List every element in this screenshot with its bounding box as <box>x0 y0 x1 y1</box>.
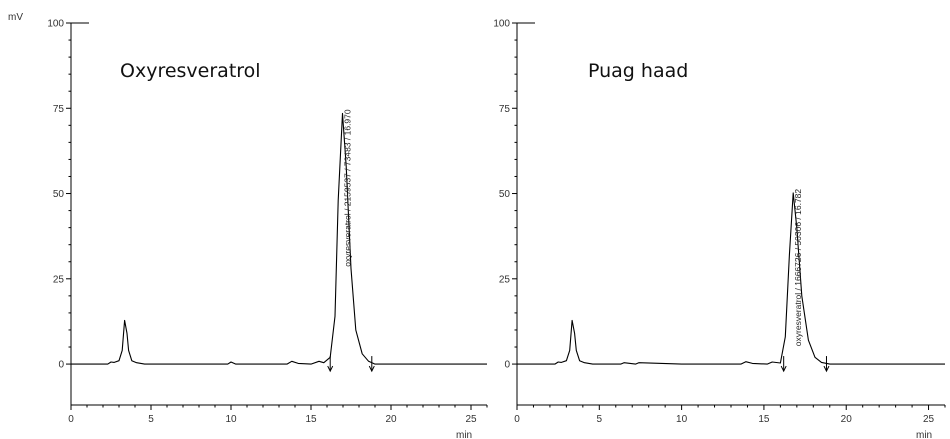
chromatogram-panel-puag-haad: 0 25 50 75 100 0 5 10 15 20 25 min Puag haad oxyresve… <box>493 19 946 439</box>
x-tick-label: 10 <box>676 414 688 425</box>
x-tick-label: 25 <box>465 414 477 425</box>
panel-title: Oxyresveratrol <box>120 60 261 82</box>
integration-marker-arrowhead <box>780 365 787 373</box>
y-tick-label: 50 <box>53 189 65 200</box>
chromatogram-trace <box>517 192 945 365</box>
y-tick-label: 25 <box>499 274 511 285</box>
chromatogram-trace <box>71 112 487 365</box>
x-tick-label: 15 <box>305 414 317 425</box>
y-tick-label: 100 <box>493 19 510 30</box>
panel-title: Puag haad <box>588 60 688 82</box>
y-tick-label: 100 <box>47 19 64 30</box>
y-tick-label: 0 <box>58 360 64 371</box>
x-tick-label: 5 <box>148 414 154 425</box>
x-tick-label: 0 <box>514 414 520 425</box>
x-unit-label: min <box>916 430 932 439</box>
x-tick-label: 25 <box>923 414 935 425</box>
x-tick-label: 15 <box>758 414 770 425</box>
peak-label: oxyresveratrol / 1666726 / 50306 / 16.78… <box>793 189 803 347</box>
integration-marker-arrowhead <box>327 365 334 373</box>
x-tick-label: 20 <box>841 414 853 425</box>
x-tick-label: 5 <box>597 414 603 425</box>
y-tick-label: 50 <box>499 189 511 200</box>
chromatogram-panel-oxyresveratrol: 0 25 50 75 100 0 5 10 15 20 25 min Oxyresveratrol oxy… <box>47 19 488 439</box>
y-tick-label: 75 <box>499 104 511 115</box>
y-tick-label: 75 <box>53 104 65 115</box>
x-tick-label: 0 <box>68 414 74 425</box>
peak-label: oxyresveratrol / 2159537 / 73483 / 16.97… <box>343 109 353 267</box>
x-unit-label: min <box>456 430 472 439</box>
x-tick-label: 10 <box>225 414 237 425</box>
y-unit-label: mV <box>8 12 23 23</box>
y-tick-label: 0 <box>504 360 510 371</box>
y-tick-label: 25 <box>53 274 65 285</box>
integration-marker-arrowhead <box>823 365 830 373</box>
x-tick-label: 20 <box>385 414 397 425</box>
integration-marker-arrowhead <box>368 365 375 373</box>
